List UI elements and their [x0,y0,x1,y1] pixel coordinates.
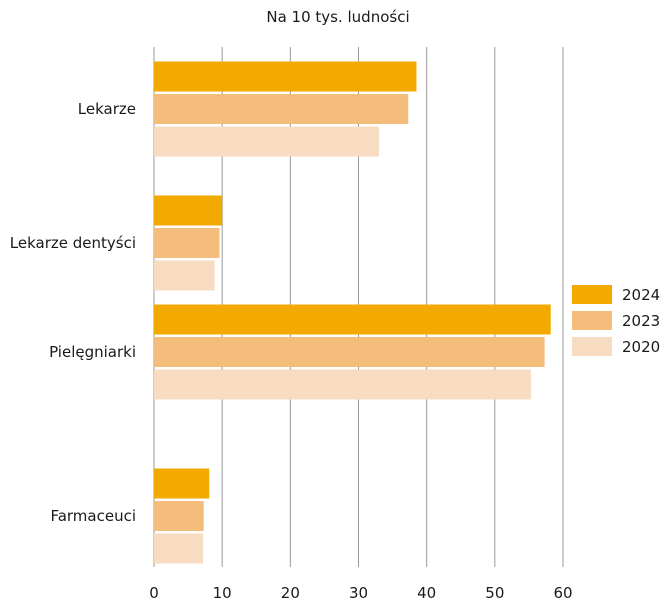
x-tick-label-20: 20 [281,584,300,602]
x-tick-label-0: 0 [149,584,159,602]
bar-lekarze-dentysci-2023 [154,228,220,258]
x-tick-label-60: 60 [553,584,572,602]
legend-swatch-2024 [572,285,612,304]
bar-lekarze-dentysci-2024 [154,195,223,226]
category-label-pielegniarki: Pielęgniarki [49,343,136,361]
x-tick-label-40: 40 [417,584,436,602]
bar-lekarze-2024 [154,61,417,92]
legend-label-2023: 2023 [622,312,660,330]
bar-pielegniarki-2020 [154,369,531,400]
chart-title: Na 10 tys. ludności [266,8,409,26]
legend: 2024 2023 2020 [572,285,660,356]
bar-lekarze-2023 [154,94,409,124]
bar-farmaceuci-2020 [154,533,204,564]
bar-lekarze-2020 [154,126,379,157]
category-label-lekarze: Lekarze [78,100,136,118]
bar-pielegniarki-2023 [154,337,545,367]
category-label-lekarze-dentysci: Lekarze dentyści [10,234,136,252]
x-tick-label-50: 50 [485,584,504,602]
bar-lekarze-dentysci-2020 [154,260,215,291]
category-labels: Lekarze Lekarze dentyści Pielęgniarki Farma… [10,100,136,525]
bar-farmaceuci-2023 [154,501,204,531]
bar-farmaceuci-2024 [154,468,210,499]
bar-pielegniarki-2024 [154,304,551,335]
legend-label-2020: 2020 [622,338,660,356]
legend-swatch-2020 [572,337,612,356]
legend-label-2024: 2024 [622,286,660,304]
x-axis-tick-labels: 0 10 20 30 40 50 60 [149,584,572,602]
category-label-farmaceuci: Farmaceuci [50,507,136,525]
legend-swatch-2023 [572,311,612,330]
x-tick-label-30: 30 [349,584,368,602]
x-tick-label-10: 10 [213,584,232,602]
bars [154,61,551,564]
